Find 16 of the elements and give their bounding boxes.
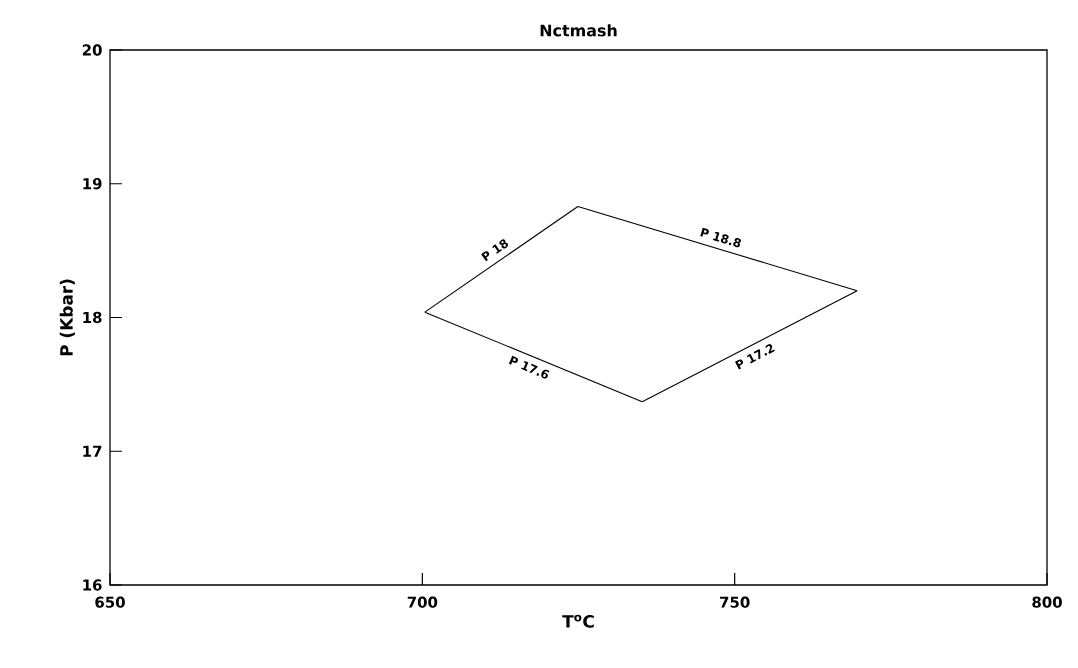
x-axis-title: T$^{o}$C	[562, 614, 594, 628]
y-tick-label: 16	[83, 579, 102, 591]
text: P 17.2	[735, 344, 775, 370]
y-tick-label: 19	[83, 178, 102, 190]
x-tick-label: 750	[720, 596, 750, 608]
x-tick-label: 800	[1032, 596, 1062, 608]
y-tick-label: 17	[83, 445, 102, 457]
y-tick-label: 20	[82, 44, 102, 56]
y-tick-label: 18	[83, 311, 102, 324]
y-axis-title: P (Kbar)	[59, 279, 75, 356]
chart-title: Nctmash	[540, 24, 617, 37]
text: P 18.8	[700, 227, 741, 248]
text: P 18	[481, 239, 509, 262]
text: P 17.6	[508, 355, 550, 379]
x-tick-label: 700	[407, 596, 438, 608]
x-tick-label: 650	[95, 596, 125, 608]
